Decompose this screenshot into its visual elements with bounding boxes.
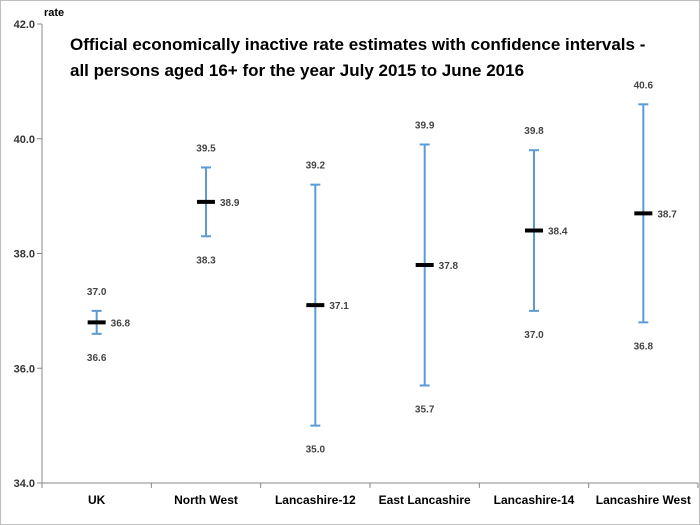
estimate-value-label: 38.7: [657, 209, 677, 220]
category-label: East Lancashire: [379, 493, 471, 507]
y-tick-label: 36.0: [14, 363, 35, 375]
lower-value-label: 38.3: [196, 255, 216, 266]
lower-value-label: 35.7: [415, 404, 435, 415]
estimate-value-label: 37.1: [329, 301, 349, 312]
estimate-value-label: 37.8: [439, 261, 459, 272]
upper-value-label: 39.9: [415, 120, 435, 131]
lower-value-label: 36.8: [634, 341, 654, 352]
estimate-value-label: 38.4: [548, 227, 568, 238]
lower-value-label: 37.0: [524, 330, 544, 341]
chart-title-line-1: Official economically inactive rate esti…: [70, 35, 645, 54]
y-axis-unit-label: rate: [44, 7, 64, 19]
lower-value-label: 35.0: [306, 445, 326, 456]
y-tick-label: 38.0: [14, 249, 35, 261]
category-label: UK: [88, 493, 106, 507]
x-axis-categories: UK North West Lancashire-12 East Lancashire…: [88, 493, 691, 507]
y-tick-label: 42.0: [14, 19, 35, 31]
category-label: Lancashire-12: [275, 493, 356, 507]
estimate-value-label: 36.8: [111, 318, 131, 329]
category-label: Lancashire West: [596, 493, 691, 507]
estimate-value-label: 38.9: [220, 198, 240, 209]
upper-value-label: 39.2: [306, 161, 326, 172]
upper-value-label: 39.5: [196, 143, 216, 154]
upper-value-label: 39.8: [524, 126, 544, 137]
category-label: Lancashire-14: [494, 493, 575, 507]
lower-value-label: 36.6: [87, 353, 107, 364]
chart-title-line-2: all persons aged 16+ for the year July 2…: [70, 61, 524, 80]
y-axis-ticks: 34.0 36.0 38.0 40.0 42.0: [14, 19, 699, 490]
y-tick-label: 40.0: [14, 134, 35, 146]
interval-series: 37.0 36.6 36.8 39.5 38.3 38.9 39.2 35.0 37.1 39.9…: [87, 80, 677, 455]
upper-value-label: 37.0: [87, 287, 107, 298]
category-label: North West: [174, 493, 238, 507]
upper-value-label: 40.6: [634, 80, 654, 91]
y-tick-label: 34.0: [14, 478, 35, 490]
